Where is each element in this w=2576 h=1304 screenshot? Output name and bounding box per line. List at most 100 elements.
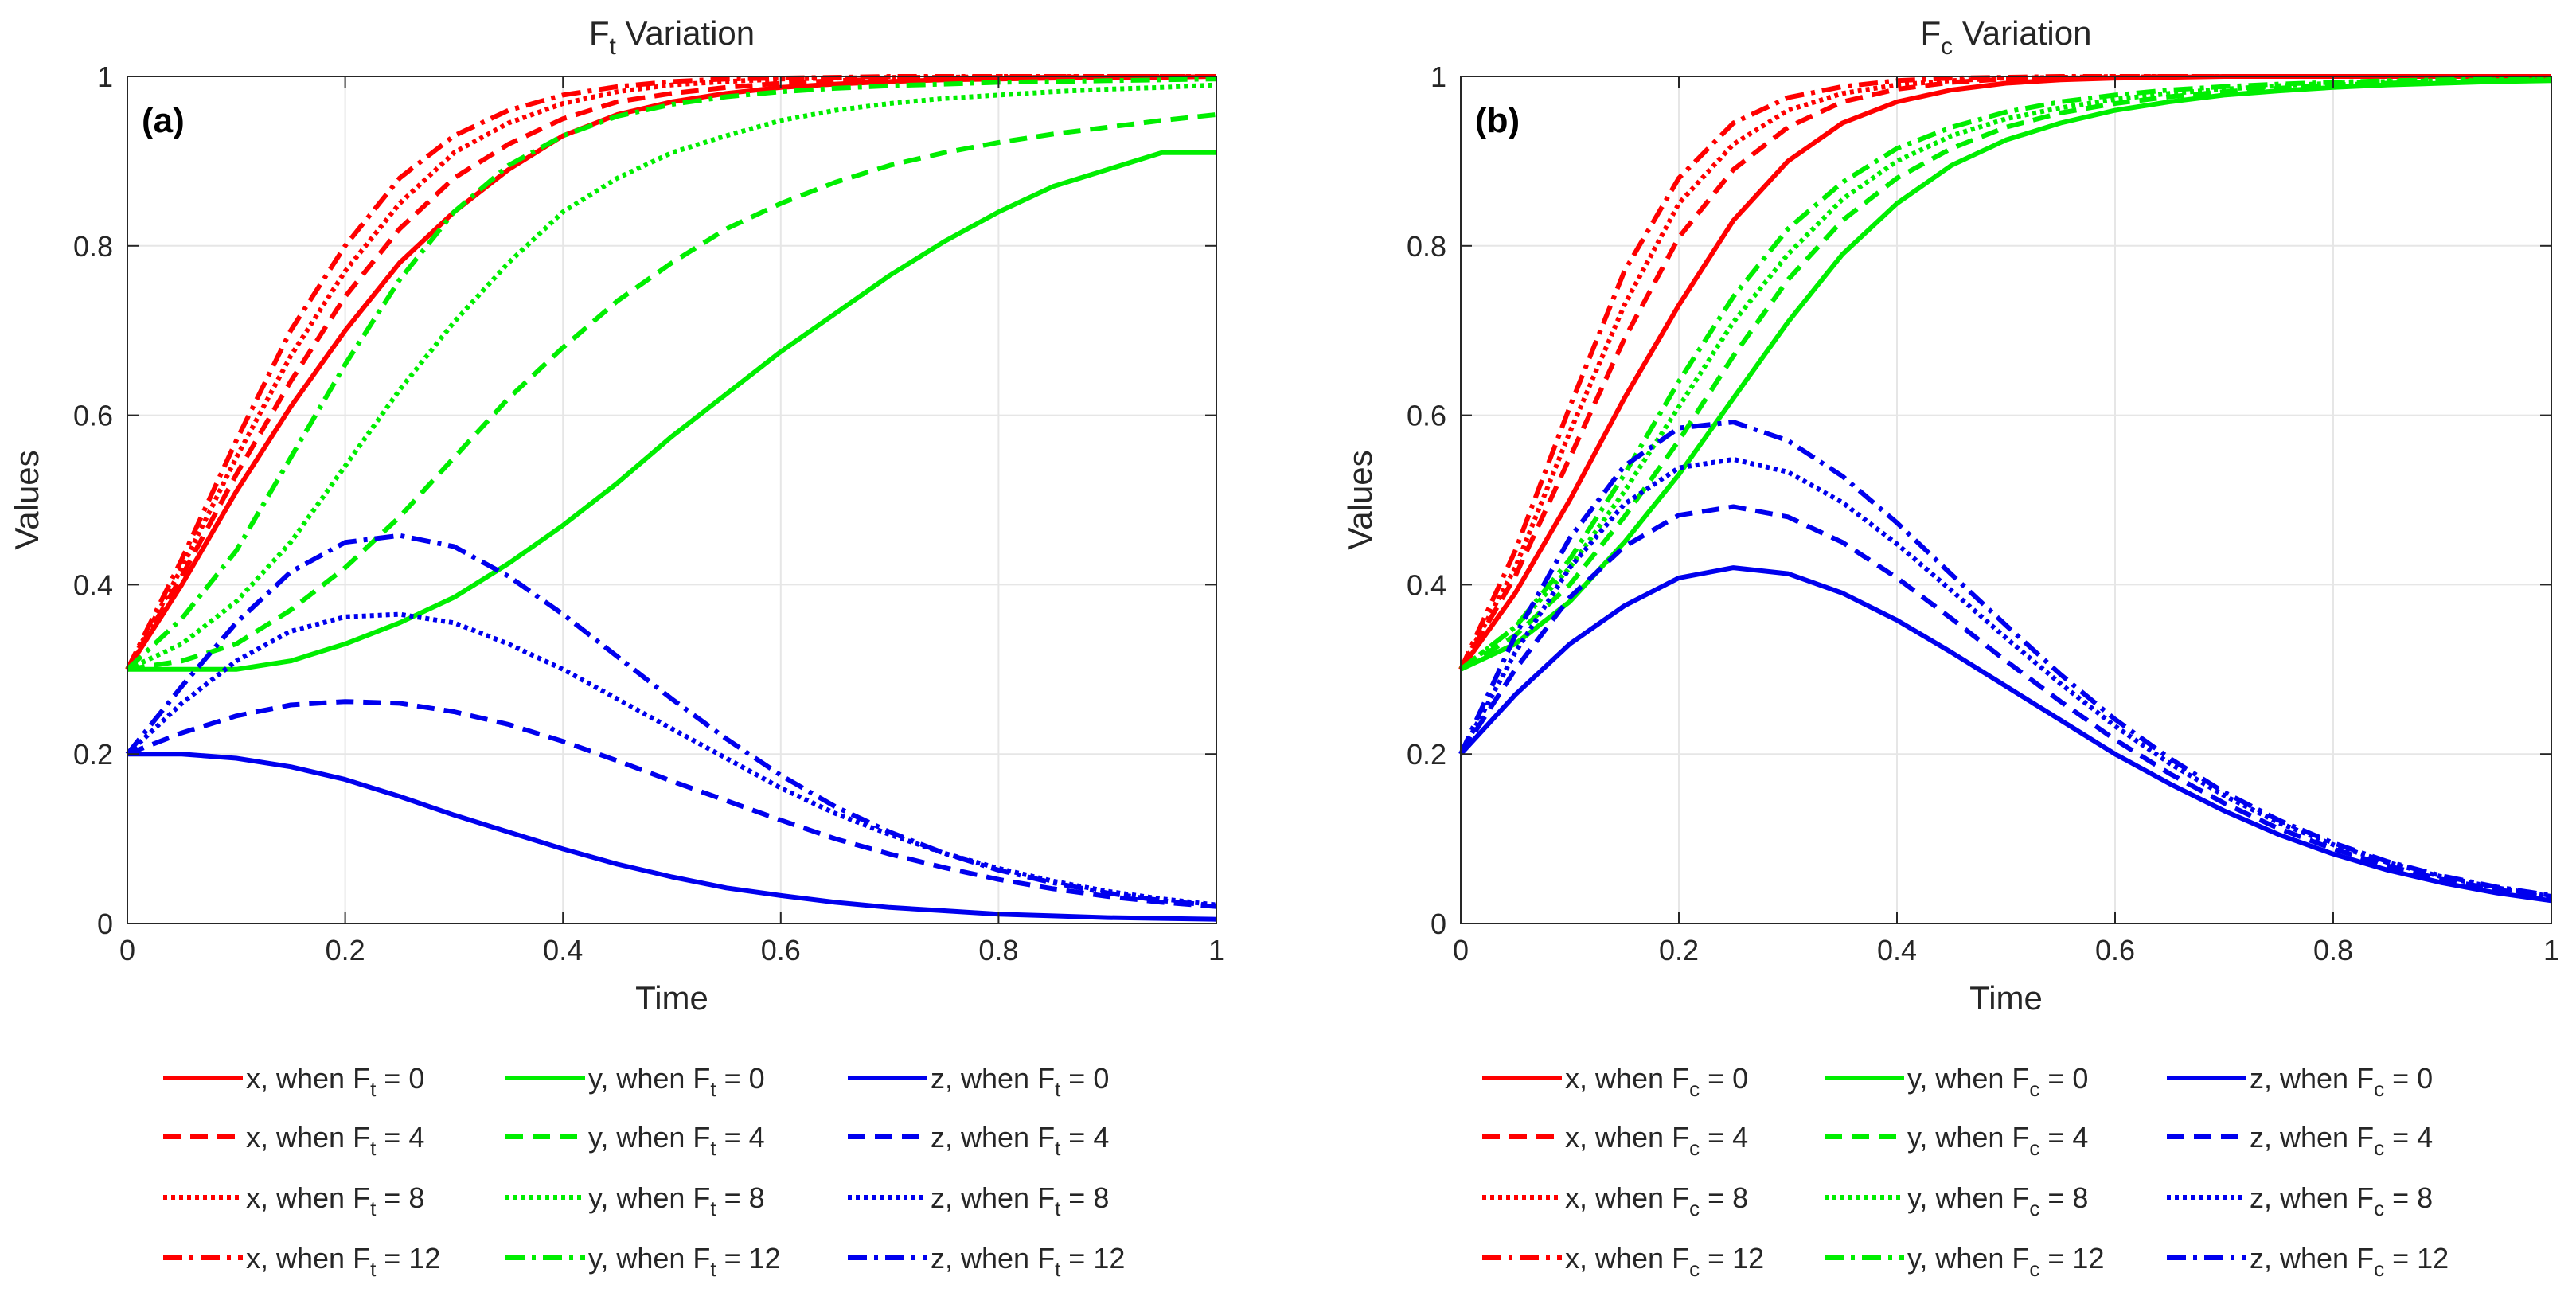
x-tick-label: 0 (119, 934, 135, 966)
series-line-y-c-12 (1459, 76, 2552, 672)
panel-a: 0 0.2 0.4 0.6 0.8 1 0 0.2 0.4 0.6 0.8 1 Time Values Ft… (8, 14, 1224, 1281)
y-axis-label: Values (8, 450, 45, 549)
legend-label: z, when Fc = 4 (2250, 1121, 2433, 1160)
plot-area (127, 76, 1216, 923)
x-tick-label: 0.4 (1877, 934, 1917, 966)
legend-label: y, when Ft = 4 (588, 1121, 765, 1160)
chart-title-subscript: t (609, 33, 616, 60)
series-line-y-t-12 (125, 76, 1217, 671)
legend-item: y, when Fc = 8 (1825, 1181, 2088, 1220)
x-tick-label: 1 (1208, 934, 1224, 966)
series-line-y-t-0 (127, 150, 1216, 672)
legend-item: z, when Fc = 4 (2167, 1121, 2433, 1160)
y-tick-label: 0.4 (73, 568, 113, 601)
legend-item: z, when Fc = 0 (2167, 1062, 2433, 1101)
legend-label: x, when Fc = 0 (1565, 1062, 1748, 1101)
legend-item: y, when Ft = 0 (505, 1062, 765, 1101)
legend-item: x, when Ft = 4 (163, 1121, 424, 1160)
y-tick-label: 0.2 (1407, 738, 1446, 771)
legend-label: y, when Fc = 12 (1907, 1242, 2104, 1281)
series-line-z-t-0 (127, 752, 1217, 922)
y-tick-label: 0.8 (73, 230, 113, 263)
legend-label: y, when Ft = 12 (588, 1242, 781, 1281)
legend-label: y, when Fc = 8 (1907, 1181, 2088, 1220)
legend-label: z, when Fc = 8 (2250, 1181, 2433, 1220)
legend-item: x, when Fc = 4 (1482, 1121, 1748, 1160)
series-line-x-c-12 (1458, 74, 2551, 671)
legend-label: x, when Ft = 4 (246, 1121, 424, 1160)
legend-label: x, when Fc = 4 (1565, 1121, 1748, 1160)
legend-label: z, when Ft = 4 (931, 1121, 1109, 1160)
legend-label: z, when Ft = 12 (931, 1242, 1125, 1281)
series-line-x-t-4 (125, 74, 1216, 671)
chart-title-prefix: F (589, 14, 610, 52)
legend-label: y, when Ft = 8 (588, 1181, 765, 1220)
y-tick-label: 1 (97, 61, 113, 93)
legend-item: z, when Ft = 0 (848, 1062, 1109, 1101)
legend-item: y, when Fc = 4 (1825, 1121, 2088, 1160)
series-line-x-t-8 (125, 74, 1216, 671)
x-tick-label: 0 (1453, 934, 1469, 966)
y-tick-label: 1 (1430, 61, 1446, 93)
legend-label: y, when Fc = 4 (1907, 1121, 2088, 1160)
legend-label: z, when Ft = 8 (931, 1181, 1109, 1220)
chart-title: Fc Variation (1921, 14, 2092, 60)
legend-label: z, when Fc = 0 (2250, 1062, 2433, 1101)
legend-item: z, when Ft = 8 (848, 1181, 1109, 1220)
x-tick-label: 0.4 (543, 934, 583, 966)
legend-item: y, when Ft = 8 (505, 1181, 765, 1220)
legend-item: x, when Ft = 8 (163, 1181, 424, 1220)
series-line-z-t-8 (125, 611, 1217, 908)
x-axis-label: Time (635, 979, 708, 1017)
legend: x, when Ft = 0 x, when Ft = 4 x, when Ft =… (163, 1062, 1125, 1281)
x-axis-label: Time (1969, 979, 2043, 1017)
legend-item: z, when Fc = 12 (2167, 1242, 2449, 1281)
y-axis-label: Values (1341, 450, 1379, 549)
legend-label: x, when Fc = 12 (1565, 1242, 1764, 1281)
legend-label: x, when Ft = 0 (246, 1062, 424, 1101)
y-tick-label: 0.6 (73, 400, 113, 432)
legend-item: x, when Fc = 8 (1482, 1181, 1748, 1220)
legend-label: y, when Fc = 0 (1907, 1062, 2088, 1101)
series-line-z-c-8 (1458, 456, 2552, 899)
legend-item: x, when Fc = 0 (1482, 1062, 1748, 1101)
legend-item: x, when Ft = 12 (163, 1242, 440, 1281)
legend-label: z, when Ft = 0 (931, 1062, 1109, 1101)
legend-item: y, when Fc = 0 (1825, 1062, 2088, 1101)
legend-label: x, when Fc = 8 (1565, 1181, 1748, 1220)
series-line-y-t-4 (127, 111, 1217, 672)
chart-title-suffix: Variation (616, 14, 755, 52)
chart-title-prefix: F (1921, 14, 1942, 52)
chart-title-suffix: Variation (1953, 14, 2091, 52)
legend-label: x, when Ft = 12 (246, 1242, 440, 1281)
x-tick-label: 1 (2543, 934, 2559, 966)
legend-item: z, when Ft = 4 (848, 1121, 1109, 1160)
panel-label: (b) (1475, 101, 1520, 140)
legend-item: x, when Ft = 0 (163, 1062, 424, 1101)
x-tick-label: 0.2 (326, 934, 365, 966)
y-tick-label: 0.4 (1407, 568, 1446, 601)
panel-label: (a) (142, 101, 185, 140)
series-line-z-c-4 (1458, 504, 2552, 901)
plot-area (1461, 76, 2551, 923)
panel-b: 0 0.2 0.4 0.6 0.8 1 0 0.2 0.4 0.6 0.8 1 Time Values Fc… (1341, 14, 2559, 1281)
x-tick-label: 0.6 (761, 934, 801, 966)
chart-title: Ft Variation (589, 14, 755, 60)
x-tick-label: 0.8 (2313, 934, 2353, 966)
axes-box (127, 76, 1217, 924)
legend-item: y, when Fc = 12 (1825, 1242, 2104, 1281)
x-tick-label: 0.6 (2095, 934, 2135, 966)
legend-item: z, when Ft = 12 (848, 1242, 1125, 1281)
y-tick-label: 0.8 (1407, 230, 1446, 263)
series-line-y-t-8 (126, 82, 1217, 672)
legend-item: y, when Ft = 4 (505, 1121, 765, 1160)
x-tick-label: 0.2 (1659, 934, 1699, 966)
axes-box (1460, 76, 2552, 924)
series-line-z-c-0 (1458, 565, 2552, 904)
y-tick-label: 0.6 (1407, 400, 1446, 432)
legend-label: z, when Fc = 12 (2250, 1242, 2449, 1281)
legend-item: y, when Ft = 12 (505, 1242, 781, 1281)
legend-item: x, when Fc = 12 (1482, 1242, 1764, 1281)
legend-label: x, when Ft = 8 (246, 1181, 424, 1220)
